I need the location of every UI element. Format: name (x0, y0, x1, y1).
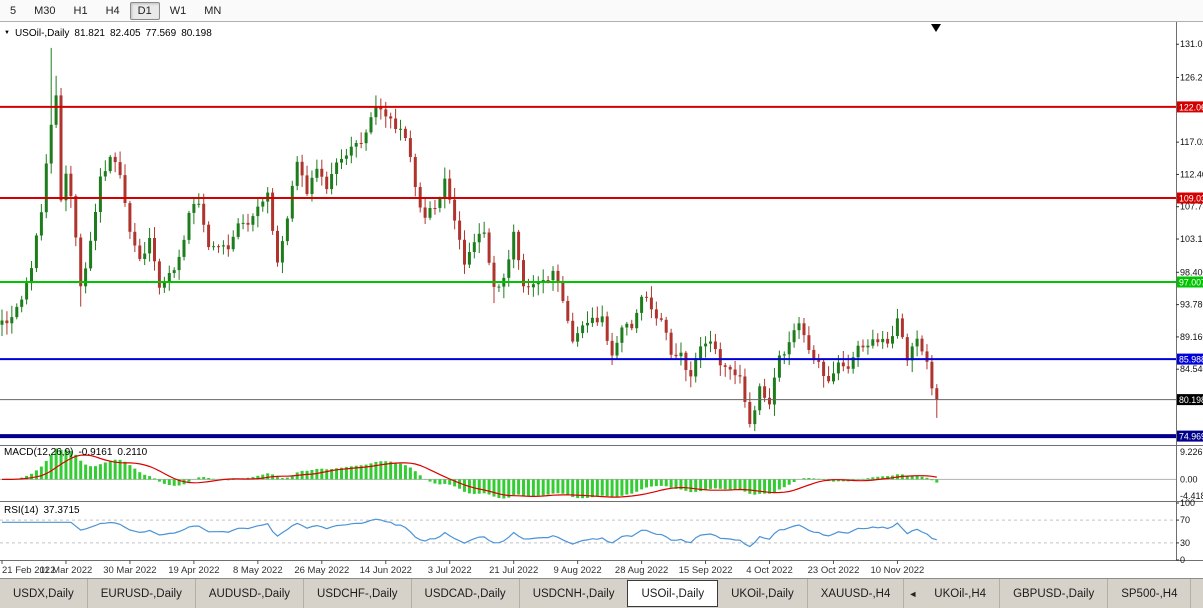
svg-text:80.198: 80.198 (1179, 395, 1203, 405)
tab-eurusd-daily[interactable]: EURUSD-,Daily (88, 579, 196, 608)
tab-usdchf-daily[interactable]: USDCHF-,Daily (304, 579, 412, 608)
timeframe-button-m30[interactable]: M30 (34, 4, 56, 17)
svg-text:15 Sep 2022: 15 Sep 2022 (679, 565, 733, 576)
macd-histogram (5, 448, 939, 499)
svg-text:89.160: 89.160 (1180, 332, 1203, 342)
svg-text:112.400: 112.400 (1180, 169, 1203, 179)
tab-xauusd-h4[interactable]: XAUUSD-,H4 (808, 579, 905, 608)
candles-layer (0, 47, 939, 432)
tab-ukoil-h4[interactable]: UKOil-,H4 (921, 579, 1001, 608)
tab-usdcad-daily[interactable]: USDCAD-,Daily (412, 579, 520, 608)
rsi-line (2, 518, 937, 548)
svg-text:-4.4188: -4.4188 (1180, 491, 1203, 501)
svg-text:0.00: 0.00 (1180, 474, 1198, 484)
svg-text:14 Jun 2022: 14 Jun 2022 (360, 565, 412, 576)
macd-signal-line (2, 454, 937, 498)
svg-text:30 Mar 2022: 30 Mar 2022 (103, 565, 156, 576)
svg-text:97.007: 97.007 (1179, 278, 1203, 288)
svg-text:107.780: 107.780 (1180, 202, 1203, 212)
svg-text:26 May 2022: 26 May 2022 (294, 565, 349, 576)
svg-text:103.160: 103.160 (1180, 234, 1203, 244)
tab-audusd-daily[interactable]: AUDUSD-,Daily (196, 579, 305, 608)
chart-area: 131.020 126.260 117.020 112.400 107.780 103.1… (0, 22, 1203, 578)
tab-ukoil-daily[interactable]: UKOil-,Daily (718, 579, 808, 608)
timeframe-button-h4[interactable]: H4 (105, 4, 120, 17)
svg-text:30: 30 (1180, 538, 1190, 548)
chart-shift-marker-icon[interactable] (931, 24, 941, 32)
tab-usdx-daily[interactable]: USDX,Daily (0, 579, 88, 608)
svg-text:70: 70 (1180, 515, 1190, 525)
svg-text:10 Nov 2022: 10 Nov 2022 (870, 565, 924, 576)
timeframe-button-5[interactable]: 5 (10, 4, 17, 17)
svg-text:4 Oct 2022: 4 Oct 2022 (746, 565, 792, 576)
svg-text:122.06: 122.06 (1179, 102, 1203, 112)
svg-text:21 Jul 2022: 21 Jul 2022 (489, 565, 538, 576)
tab-sp500-h4[interactable]: SP500-,H4 (1108, 579, 1192, 608)
svg-text:84.540: 84.540 (1180, 364, 1203, 374)
svg-text:3 Jul 2022: 3 Jul 2022 (428, 565, 472, 576)
chart-canvas[interactable]: 131.020 126.260 117.020 112.400 107.780 103.1… (0, 22, 1203, 578)
svg-text:9.2266: 9.2266 (1180, 447, 1203, 457)
svg-text:98.400: 98.400 (1180, 267, 1203, 277)
svg-text:74.969: 74.969 (1179, 432, 1203, 442)
price-axis: 131.020 126.260 117.020 112.400 107.780 103.1… (1176, 39, 1203, 565)
svg-text:11 Mar 2022: 11 Mar 2022 (40, 565, 93, 576)
tab-gbpusd-daily[interactable]: GBPUSD-,Daily (1000, 579, 1109, 608)
tab-usdcnh-daily[interactable]: USDCNH-,Daily (520, 579, 629, 608)
tabs-scroll-left-icon[interactable]: ◄ (908, 588, 918, 599)
svg-text:9 Aug 2022: 9 Aug 2022 (554, 565, 602, 576)
svg-text:117.020: 117.020 (1180, 137, 1203, 147)
svg-text:19 Apr 2022: 19 Apr 2022 (168, 565, 219, 576)
timeframe-button-w1[interactable]: W1 (169, 4, 187, 17)
horizontal-level-lines[interactable] (0, 105, 1176, 439)
svg-text:0: 0 (1180, 555, 1185, 565)
symbol-tab-bar: USDX,Daily EURUSD-,Daily AUDUSD-,Daily USDC… (0, 578, 1203, 608)
timeframe-toolbar: 5 M30 H1 H4 D1 W1 MN (0, 0, 1203, 22)
timeframe-button-d1[interactable]: D1 (129, 1, 160, 20)
timeframe-button-mn[interactable]: MN (204, 4, 222, 17)
svg-text:131.020: 131.020 (1180, 39, 1203, 49)
svg-text:93.780: 93.780 (1180, 300, 1203, 310)
svg-text:100: 100 (1180, 498, 1195, 508)
svg-text:126.260: 126.260 (1180, 73, 1203, 83)
svg-text:23 Oct 2022: 23 Oct 2022 (808, 565, 860, 576)
svg-text:8 May 2022: 8 May 2022 (233, 565, 283, 576)
svg-text:28 Aug 2022: 28 Aug 2022 (615, 565, 668, 576)
tab-usoil-daily[interactable]: USOil-,Daily (627, 580, 719, 607)
svg-text:21 Feb 2022: 21 Feb 2022 (2, 565, 55, 576)
timeframe-button-h1[interactable]: H1 (73, 4, 88, 17)
svg-text:85.988: 85.988 (1179, 355, 1203, 365)
svg-text:109.03: 109.03 (1179, 194, 1203, 204)
